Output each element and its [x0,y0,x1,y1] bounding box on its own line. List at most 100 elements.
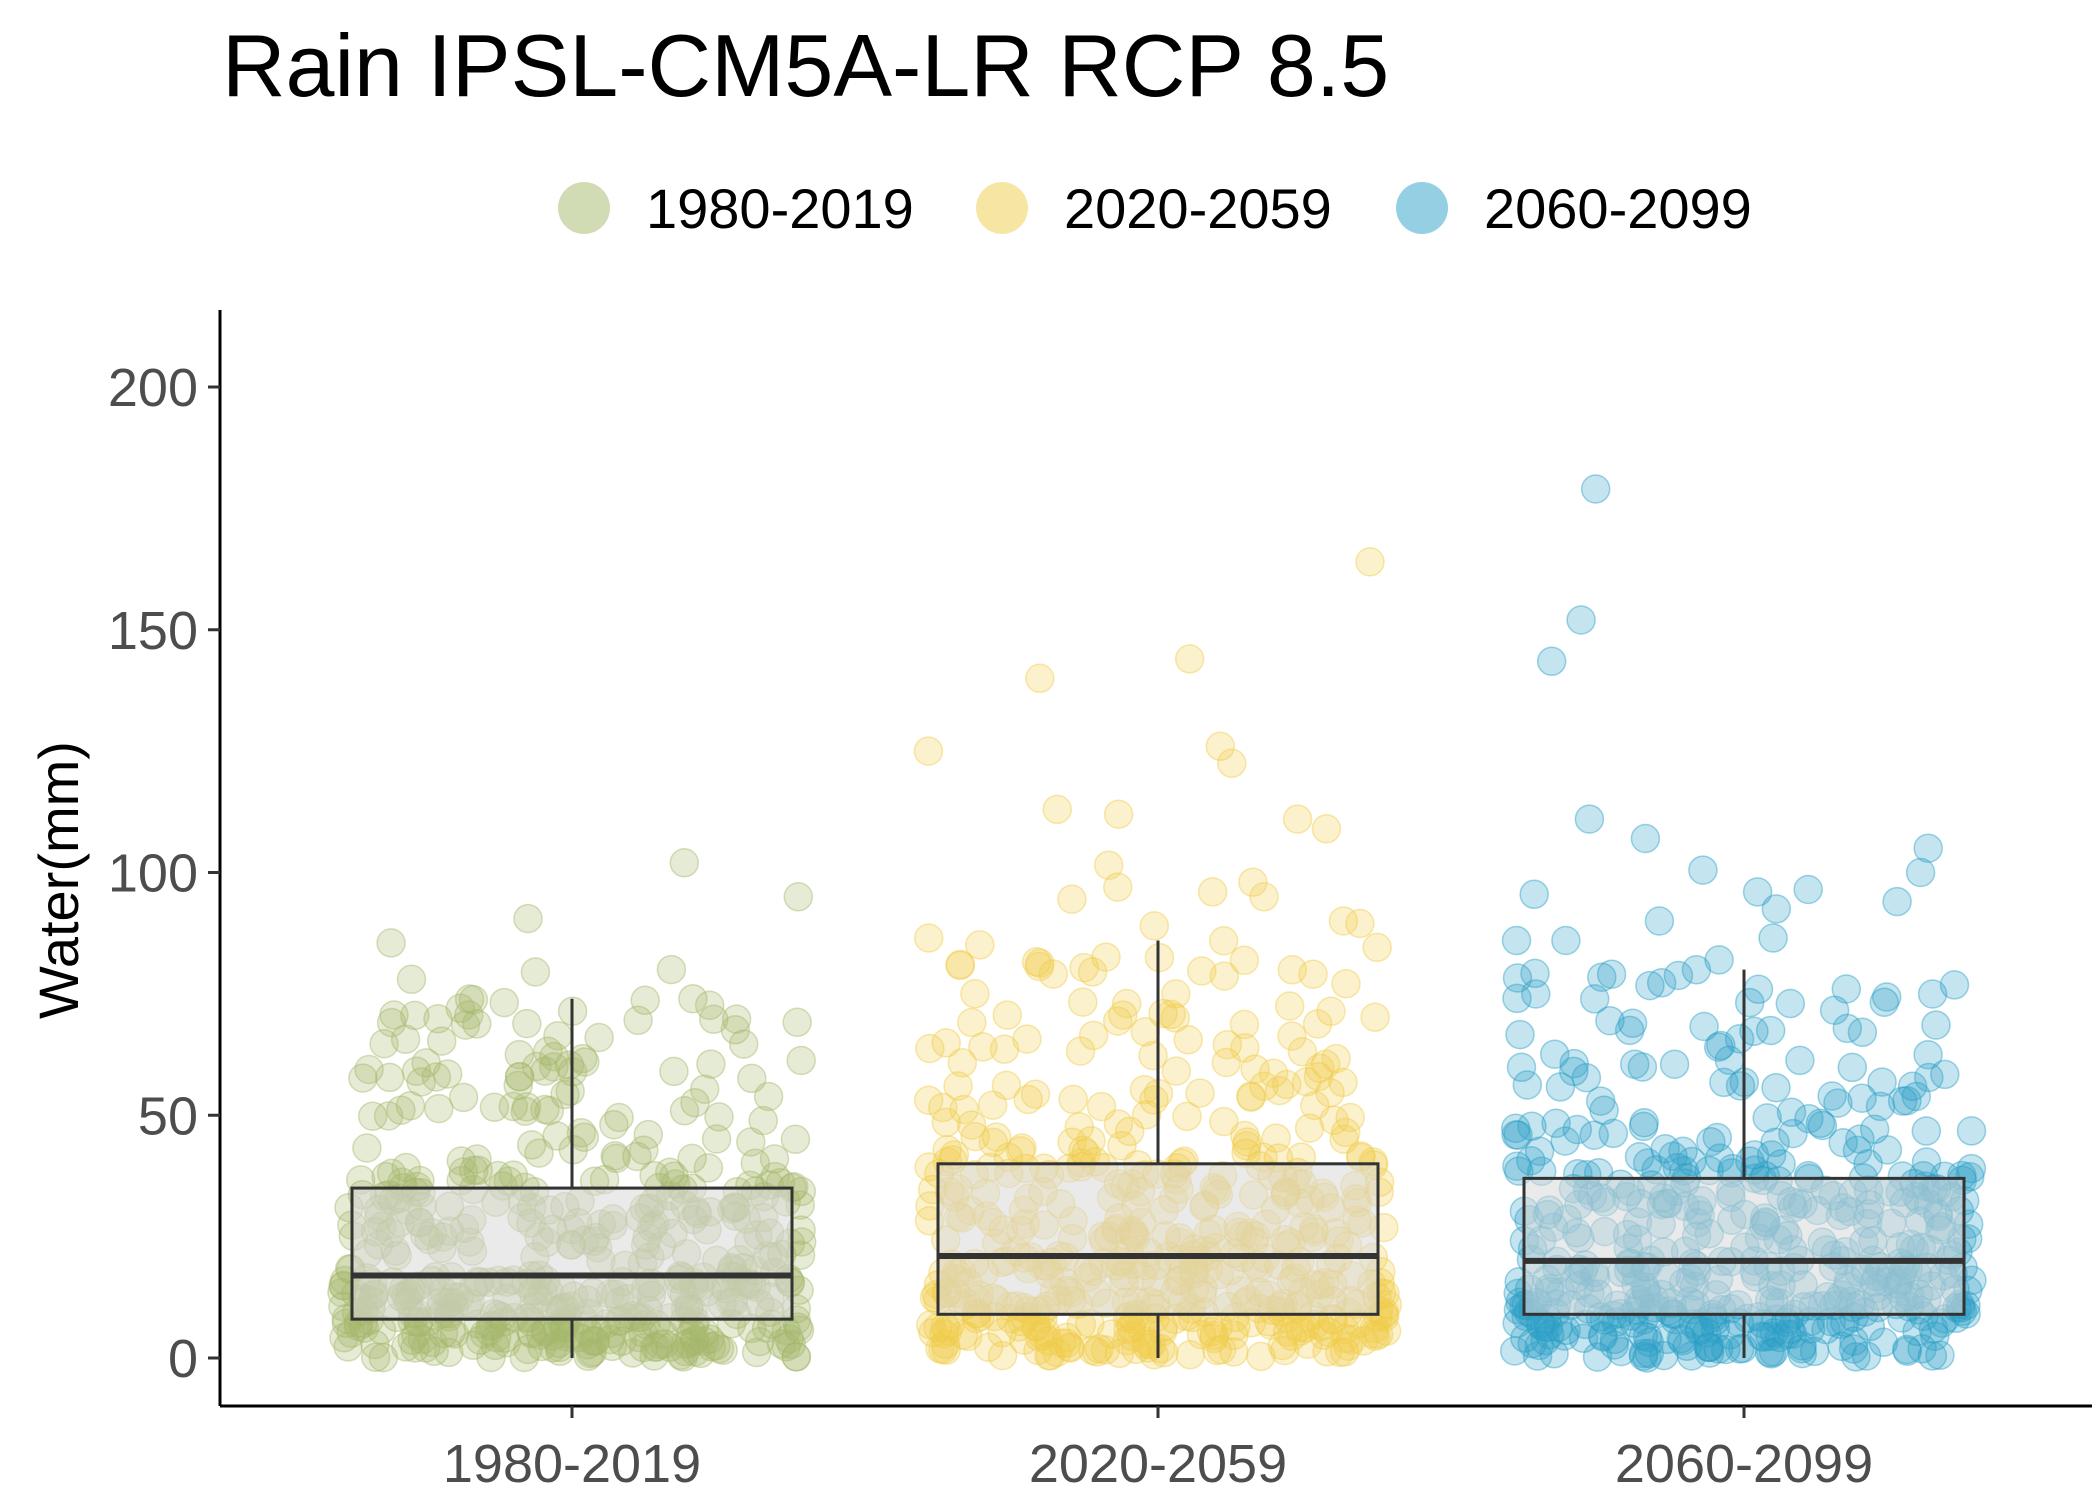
point [1599,1330,1629,1360]
point [1333,1331,1363,1361]
point [721,1004,752,1034]
point [476,1342,506,1373]
point [1020,1079,1051,1109]
point [1078,1335,1108,1366]
point [704,1102,734,1132]
point [930,1329,961,1360]
point [786,1045,816,1076]
point [1277,1321,1307,1352]
point [782,1007,812,1038]
point [1277,1021,1307,1051]
point [1277,955,1308,985]
point [1246,1341,1276,1372]
point [1530,1325,1560,1356]
point [595,1324,625,1355]
point [1502,963,1533,993]
point [1172,1101,1202,1132]
point [1676,1341,1707,1371]
point [1761,894,1792,924]
point [1077,957,1108,987]
point [1111,988,1142,1019]
point [1694,1338,1725,1368]
point [1691,1318,1722,1348]
point [1703,1334,1734,1364]
point [1103,1109,1134,1139]
point [1148,1312,1178,1343]
point [1020,1311,1051,1342]
point [1930,1059,1960,1090]
point [925,1334,955,1364]
point [1704,945,1734,975]
point [918,1317,948,1348]
point [1902,1316,1932,1347]
point [1325,1337,1355,1368]
point [1293,1329,1323,1359]
point [1911,1147,1942,1177]
point [1502,1151,1532,1181]
point [445,993,476,1024]
point [680,1087,710,1118]
y-tick-label-50: 50 [138,1086,198,1146]
point [1819,995,1850,1025]
point [354,1054,384,1085]
point [1502,983,1532,1014]
point [965,930,995,960]
point [1208,926,1239,956]
point [1787,1331,1817,1361]
point [977,1090,1008,1120]
point [698,1004,729,1035]
point [1282,804,1313,834]
point [1219,1337,1249,1367]
point [701,1124,732,1154]
point [1587,962,1617,992]
point [1832,1013,1863,1044]
point [1869,987,1900,1017]
point [1330,1117,1361,1148]
point [1310,1049,1341,1079]
point [1054,1332,1085,1362]
point [1021,947,1052,977]
point [1231,1130,1262,1161]
point [410,1333,441,1363]
point [1114,1116,1145,1147]
point [1313,1317,1343,1347]
point [454,1000,484,1030]
y-tick-label-150: 150 [108,601,198,661]
point [1503,1120,1533,1150]
point [1845,1124,1875,1154]
point [1663,960,1694,991]
point [1321,1043,1351,1074]
point [1786,1333,1817,1364]
point [1778,1118,1808,1149]
point [1331,968,1361,999]
point [1521,979,1551,1009]
point [1057,1127,1087,1157]
point [525,1320,556,1350]
point [1550,1126,1580,1156]
point [1761,1072,1791,1103]
point [1012,1024,1042,1054]
point [554,1050,585,1080]
point [1776,1097,1807,1128]
point [913,923,944,953]
point [915,1033,945,1064]
point [1799,1336,1830,1367]
point [1139,1085,1169,1115]
point [1628,1341,1659,1371]
point [1551,1315,1581,1346]
point [329,1323,359,1353]
legend-swatch-2020-2059 [976,182,1028,234]
point [1892,1336,1923,1366]
point [1249,1071,1279,1101]
point [516,1130,547,1160]
point [960,1121,990,1152]
point [1649,1340,1679,1371]
point [948,1320,979,1350]
point [417,1327,448,1358]
point [521,1051,552,1082]
point [539,1041,569,1072]
point [1579,984,1610,1014]
point [1229,1009,1260,1040]
point [1291,1067,1322,1097]
point [1300,1090,1330,1121]
